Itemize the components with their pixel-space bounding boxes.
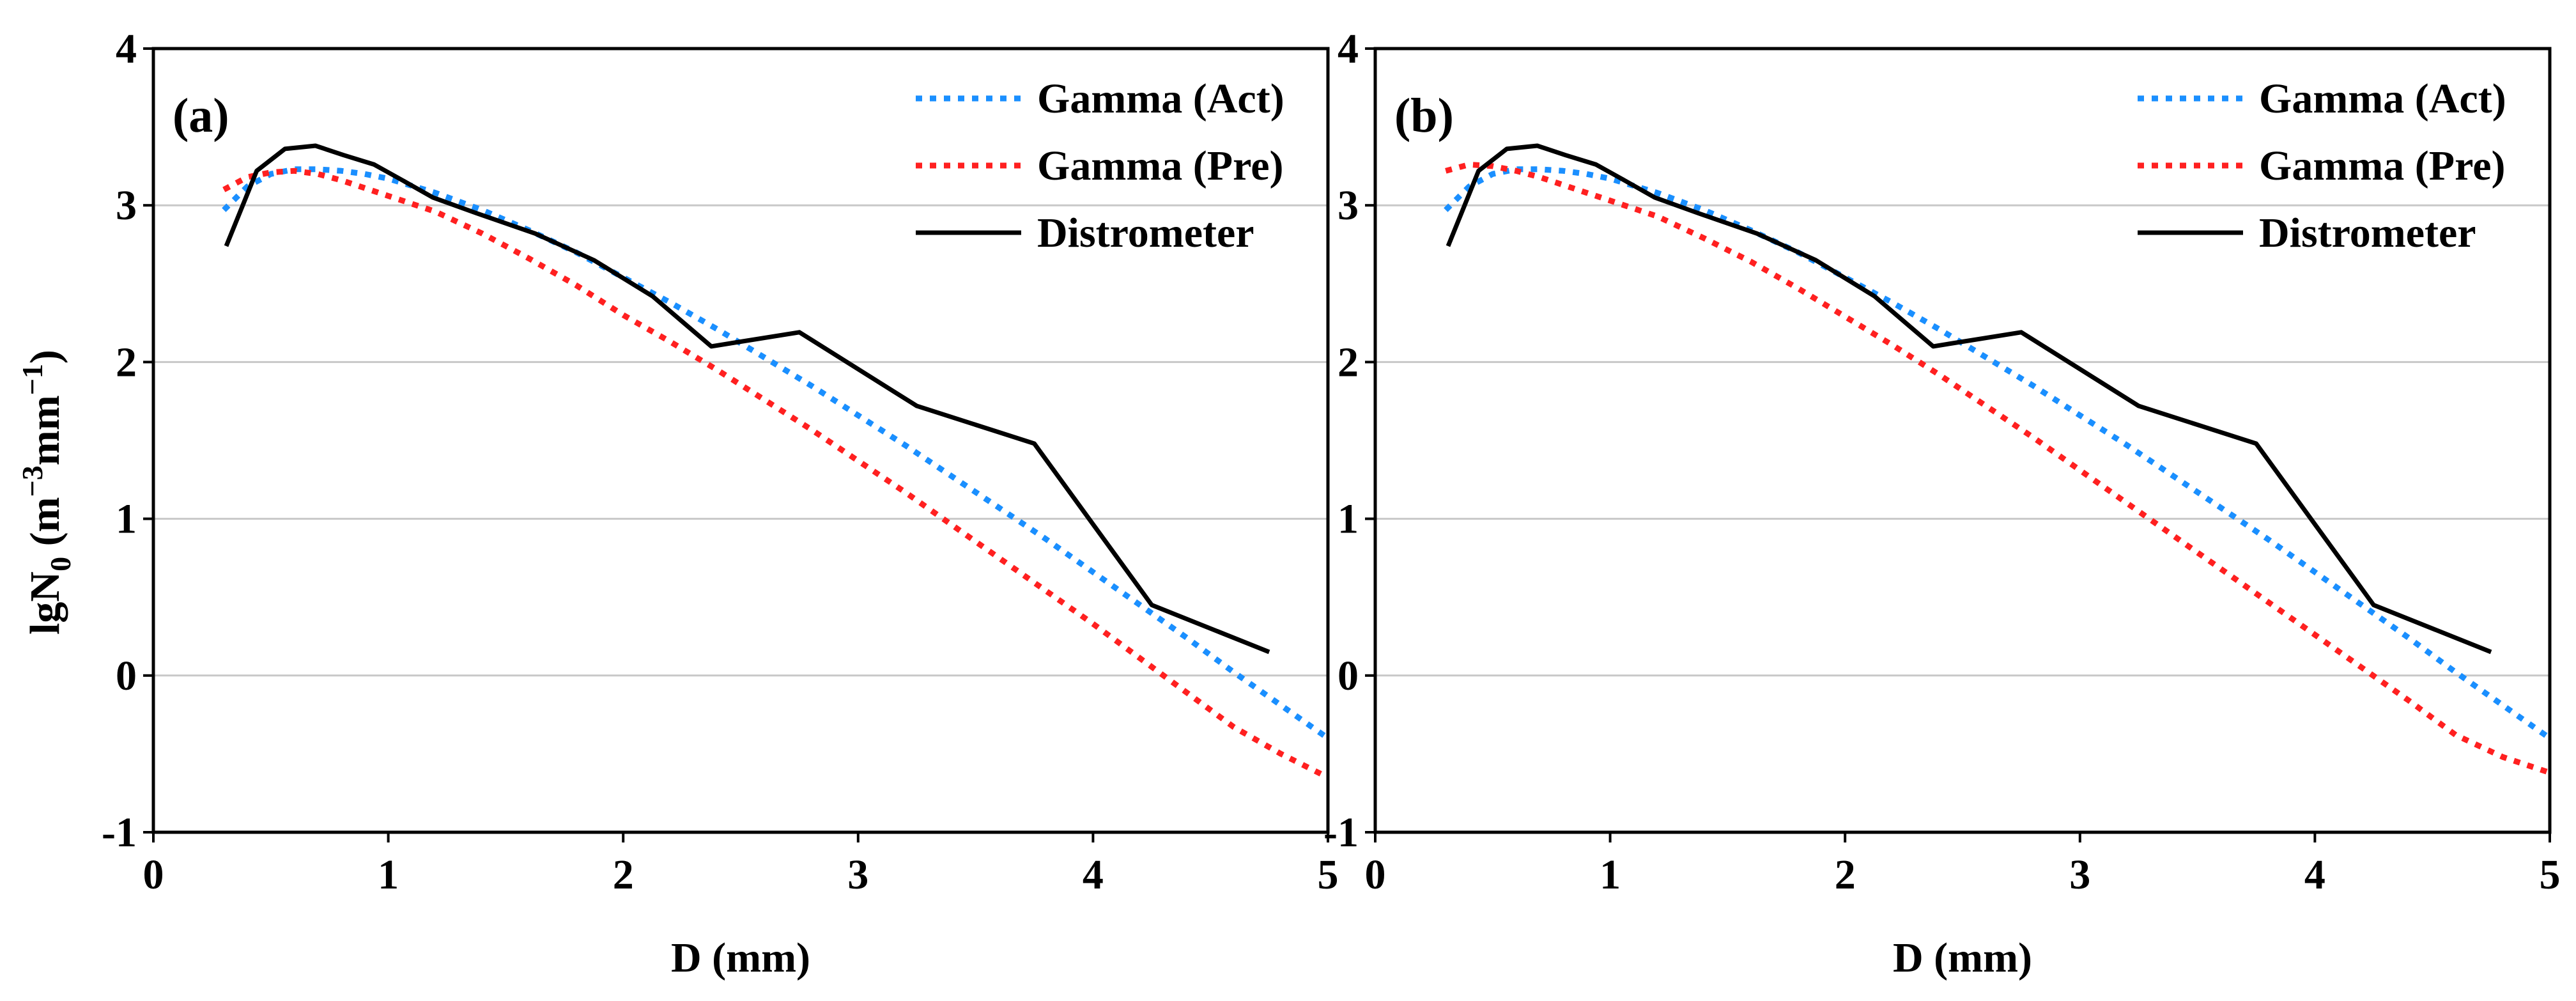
panel-a-x-tick-label: 0	[143, 851, 164, 898]
panel-a-y-tick-label: 0	[116, 653, 137, 699]
panel-a-y-tick-label: 3	[116, 182, 137, 229]
panel-a-series	[222, 143, 1330, 780]
panel-a-legend-label-distrometer: Distrometer	[1037, 210, 1254, 256]
panel-b-legend-label-distrometer: Distrometer	[2259, 210, 2476, 256]
y-axis-title-close: )	[22, 350, 68, 364]
panel-a-x-tick-label: 2	[613, 851, 634, 898]
y-axis-title-mid: mm	[22, 395, 68, 465]
panel-a-series-gamma-pre	[222, 167, 1330, 780]
panel-b-x-tick-label: 1	[1600, 851, 1621, 898]
panel-b-frame	[1373, 47, 2552, 834]
panel-b-x-tick-label: 3	[2069, 851, 2090, 898]
panel-b-x-tick-label: 2	[1835, 851, 1856, 898]
panel-b-legend-label-gamma-pre: Gamma (Pre)	[2259, 143, 2505, 189]
panel-a-y-tick-label: 4	[116, 26, 137, 72]
panel-b-y-tick-label: 1	[1338, 496, 1359, 543]
panel-b-y-tick-label: 3	[1338, 182, 1359, 229]
panel-b-y-tick-label: 4	[1338, 26, 1359, 72]
panel-a-x-tick-label: 4	[1083, 851, 1104, 898]
panel-b-gridlines	[1375, 204, 2550, 677]
y-axis-title-main: lgN	[22, 571, 68, 635]
y-axis-title-exp2: −1	[16, 364, 49, 395]
panel-b-y-tick-label: 2	[1338, 339, 1359, 385]
panel-b-y-tick-label: -1	[1323, 809, 1359, 856]
panel-b-x-tick-label: 4	[2304, 851, 2325, 898]
panel-a-x-tick-label: 3	[847, 851, 868, 898]
panel-a-x-tick-label: 5	[1318, 851, 1339, 898]
panel-a-legend-label-gamma-pre: Gamma (Pre)	[1037, 143, 1283, 189]
panel-a-gridlines	[153, 204, 1328, 677]
y-axis-title-sub: 0	[44, 557, 77, 571]
panel-a-y-tick-label: 2	[116, 339, 137, 385]
panel-b-series-distrometer	[1446, 143, 2492, 655]
y-axis-title-exp1: −3	[16, 465, 49, 497]
panel-a-frame	[151, 47, 1330, 834]
panel-b-series-gamma-act	[1444, 166, 2552, 741]
panel-b-x-axis-title: D (mm)	[1893, 935, 2032, 981]
panel-a-x-axis-title: D (mm)	[671, 935, 810, 981]
panel-b-series	[1444, 143, 2552, 776]
panel-a-legend-label-gamma-act: Gamma (Act)	[1037, 75, 1284, 122]
panel-b-x-tick-label: 0	[1365, 851, 1386, 898]
panel-a-y-tick-label: -1	[102, 809, 137, 856]
panel-b-legend-label-gamma-act: Gamma (Act)	[2259, 75, 2506, 122]
panel-a-legend: Gamma (Act) Gamma (Pre) Distrometer	[916, 75, 1284, 256]
panel-b-series-gamma-pre	[1445, 161, 2551, 776]
panel-b-label: (b)	[1394, 89, 1454, 143]
panel-b-x-tick-label: 5	[2540, 851, 2561, 898]
panel-a-series-distrometer	[224, 143, 1270, 655]
panel-a-x-tick-label: 1	[378, 851, 399, 898]
y-axis-title: lgN0 (m−3mm−1)	[16, 350, 77, 635]
panel-b-legend: Gamma (Act) Gamma (Pre) Distrometer	[2138, 75, 2506, 256]
panel-a-y-tick-label: 1	[116, 496, 137, 543]
y-axis-title-unit-open: (m	[22, 497, 68, 556]
panel-a-series-gamma-act	[222, 166, 1330, 741]
panel-a-label: (a)	[173, 89, 229, 143]
panel-b-y-tick-label: 0	[1338, 653, 1359, 699]
